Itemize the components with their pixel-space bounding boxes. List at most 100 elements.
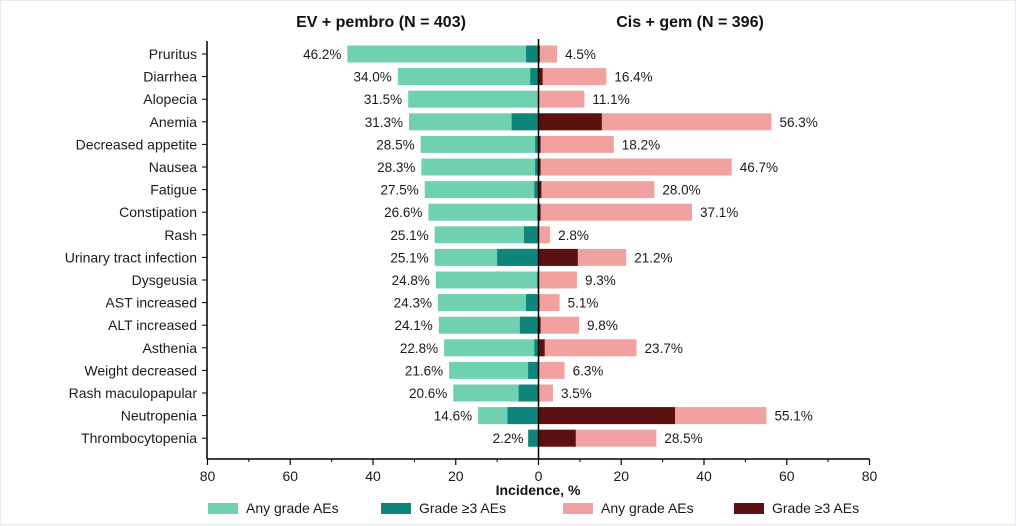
category-label: Pruritus bbox=[149, 46, 197, 62]
value-label-right: 21.2% bbox=[634, 250, 672, 265]
legend-label: Grade ≥3 AEs bbox=[772, 500, 859, 516]
x-tick-label: 60 bbox=[779, 468, 795, 484]
value-label-right: 37.1% bbox=[700, 205, 738, 220]
bar-left-any-grade bbox=[408, 113, 539, 131]
bar-right-any-grade bbox=[538, 316, 580, 334]
value-label-right: 46.7% bbox=[740, 160, 778, 175]
category-label: Anemia bbox=[150, 114, 198, 130]
value-label-left: 34.0% bbox=[354, 70, 392, 85]
value-label-left: 28.3% bbox=[377, 160, 415, 175]
category-label: Urinary tract infection bbox=[65, 249, 197, 265]
category-label: Nausea bbox=[149, 159, 197, 175]
bar-right-any-grade bbox=[538, 226, 551, 244]
bar-left-any-grade bbox=[449, 361, 539, 379]
bar-left-any-grade bbox=[438, 316, 539, 334]
bar-left-any-grade bbox=[420, 135, 539, 153]
value-label-left: 24.1% bbox=[395, 318, 433, 333]
x-tick-label: 40 bbox=[365, 468, 381, 484]
bar-left-any-grade bbox=[437, 294, 539, 312]
legend-swatch bbox=[734, 503, 764, 514]
axes-layer: 80 60 40 20 0 20 40 60 80 bbox=[200, 39, 878, 484]
value-label-left: 25.1% bbox=[390, 250, 428, 265]
bar-right-grade3 bbox=[538, 339, 545, 357]
bar-right-any-grade bbox=[538, 68, 607, 86]
bar-right-any-grade bbox=[538, 361, 565, 379]
bar-right-grade3 bbox=[538, 113, 602, 131]
bar-left-grade3 bbox=[497, 248, 539, 266]
x-tick-label: 40 bbox=[696, 468, 712, 484]
bar-right-grade3 bbox=[538, 158, 541, 176]
value-label-right: 9.8% bbox=[587, 318, 618, 333]
bar-left-grade3 bbox=[535, 135, 539, 153]
bar-right-any-grade bbox=[538, 45, 558, 63]
bar-left-grade3 bbox=[534, 181, 539, 199]
bar-left-any-grade bbox=[435, 271, 539, 289]
legend-label: Any grade AEs bbox=[246, 500, 339, 516]
bar-left-grade3 bbox=[526, 45, 539, 63]
legend-label: Grade ≥3 AEs bbox=[419, 500, 506, 516]
category-label: Constipation bbox=[119, 204, 197, 220]
value-label-left: 25.1% bbox=[390, 228, 428, 243]
legend-label: Any grade AEs bbox=[601, 500, 694, 516]
value-label-right: 2.8% bbox=[558, 228, 589, 243]
x-tick-label: 60 bbox=[282, 468, 298, 484]
bar-left-any-grade bbox=[408, 90, 539, 108]
bar-right-any-grade bbox=[538, 294, 560, 312]
bar-right-grade3 bbox=[538, 135, 541, 153]
category-label: Decreased appetite bbox=[76, 136, 198, 152]
x-tick-label: 0 bbox=[535, 468, 543, 484]
bar-right-grade3 bbox=[538, 68, 543, 86]
value-label-right: 18.2% bbox=[622, 137, 660, 152]
category-label: Thrombocytopenia bbox=[81, 430, 197, 446]
value-label-right: 16.4% bbox=[614, 70, 652, 85]
bar-left-any-grade bbox=[453, 384, 539, 402]
category-label: AST increased bbox=[105, 295, 197, 311]
bar-right-grade3 bbox=[538, 203, 541, 221]
bar-right-grade3 bbox=[538, 316, 541, 334]
bar-left-grade3 bbox=[535, 158, 539, 176]
right-panel-title: Cis + gem (N = 396) bbox=[616, 14, 764, 31]
bar-right-grade3 bbox=[538, 248, 578, 266]
bar-left-grade3 bbox=[518, 384, 539, 402]
value-label-left: 2.2% bbox=[493, 431, 524, 446]
value-label-left: 24.8% bbox=[392, 273, 430, 288]
value-label-right: 28.5% bbox=[664, 431, 702, 446]
value-label-right: 5.1% bbox=[568, 296, 599, 311]
x-tick-label: 20 bbox=[448, 468, 464, 484]
legend-swatch bbox=[208, 503, 238, 514]
category-label: Rash bbox=[164, 227, 197, 243]
value-label-right: 28.0% bbox=[662, 183, 700, 198]
bar-left-grade3 bbox=[507, 407, 539, 425]
bar-left-grade3 bbox=[530, 68, 539, 86]
category-label: Alopecia bbox=[143, 91, 197, 107]
legend-swatch bbox=[381, 503, 411, 514]
bar-left-any-grade bbox=[428, 203, 539, 221]
value-label-left: 26.6% bbox=[384, 205, 422, 220]
bar-left-any-grade bbox=[444, 339, 539, 357]
x-tick-label: 80 bbox=[862, 468, 878, 484]
value-label-left: 31.3% bbox=[365, 115, 403, 130]
bar-left-grade3 bbox=[528, 429, 539, 447]
value-label-right: 3.5% bbox=[561, 386, 592, 401]
bar-right-any-grade bbox=[538, 90, 585, 108]
bar-left-grade3 bbox=[534, 339, 539, 357]
value-label-left: 24.3% bbox=[394, 296, 432, 311]
bar-right-grade3 bbox=[538, 429, 576, 447]
value-label-left: 31.5% bbox=[364, 92, 402, 107]
category-label: Diarrhea bbox=[143, 69, 197, 85]
bar-right-any-grade bbox=[538, 271, 577, 289]
bar-right-any-grade bbox=[538, 158, 732, 176]
left-panel-title: EV + pembro (N = 403) bbox=[296, 14, 466, 31]
bar-left-grade3 bbox=[511, 113, 539, 131]
bar-right-any-grade bbox=[538, 384, 553, 402]
value-label-right: 55.1% bbox=[774, 409, 812, 424]
bar-left-any-grade bbox=[397, 68, 539, 86]
category-label: Asthenia bbox=[143, 340, 198, 356]
value-label-right: 56.3% bbox=[779, 115, 817, 130]
bar-left-grade3 bbox=[519, 316, 539, 334]
bar-right-any-grade bbox=[538, 135, 614, 153]
category-label: ALT increased bbox=[108, 317, 197, 333]
value-label-right: 11.1% bbox=[592, 92, 629, 107]
bar-left-grade3 bbox=[528, 361, 539, 379]
